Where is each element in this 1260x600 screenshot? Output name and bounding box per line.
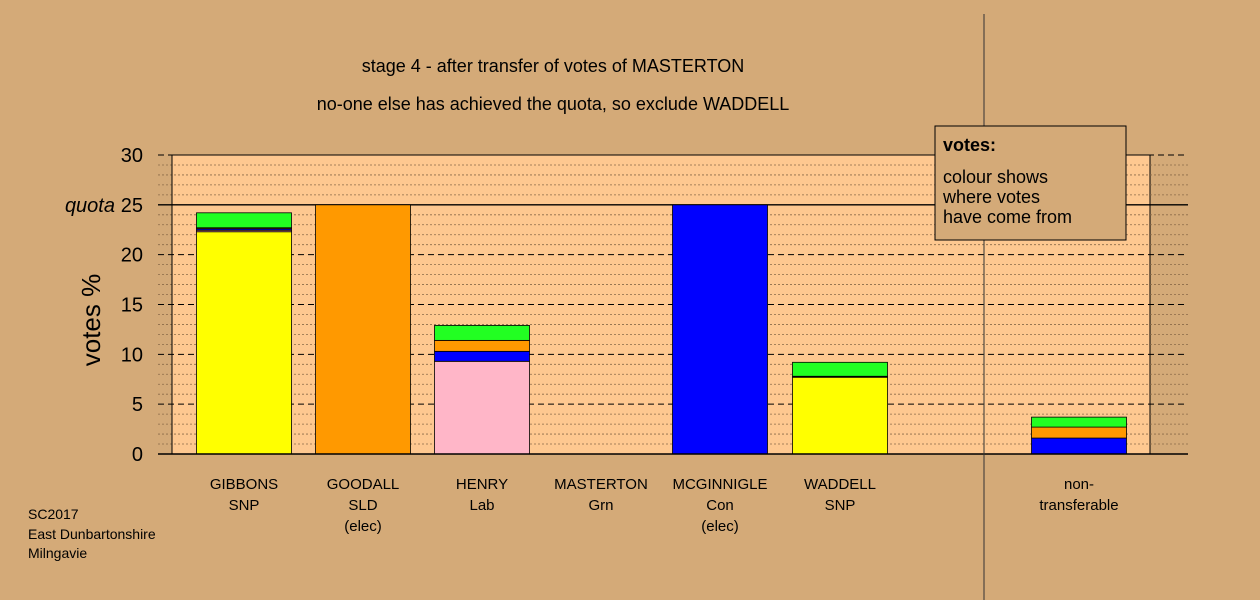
- footer-line: East Dunbartonshire: [28, 526, 156, 542]
- x-category-label: SNP: [825, 497, 856, 514]
- bar-segment: [196, 231, 292, 455]
- quota-label: quota: [65, 195, 115, 217]
- bar-segment: [434, 350, 530, 362]
- footer-line: SC2017: [28, 506, 79, 522]
- y-tick-labels: 0 5 10 15 20 25 30: [121, 145, 143, 466]
- bar-segment: [1031, 437, 1127, 455]
- bar-stack: [434, 325, 530, 455]
- bar-stack: [672, 204, 768, 455]
- legend-line: colour shows: [943, 167, 1048, 187]
- bar-segment: [792, 361, 888, 377]
- bar-segment: [434, 339, 530, 352]
- footer-line: Milngavie: [28, 545, 87, 561]
- axes: [158, 155, 1188, 455]
- y-tick-label: 15: [121, 295, 143, 317]
- legend-title: votes:: [943, 135, 996, 155]
- legend-box: votes: colour shows where votes have com…: [934, 125, 1127, 241]
- x-category-label: MCGINNIGLE: [672, 476, 767, 493]
- y-axis-label: votes %: [76, 274, 106, 367]
- x-category-label: (elec): [344, 518, 382, 535]
- x-category-label: Con: [706, 497, 734, 514]
- legend-line: where votes: [942, 187, 1040, 207]
- bar-segment: [434, 325, 530, 341]
- bar-stack: [196, 212, 292, 455]
- bar-stack: [315, 204, 411, 455]
- x-category-label: Lab: [469, 497, 494, 514]
- x-category-label: non-: [1064, 476, 1094, 493]
- x-category-label: Grn: [588, 497, 613, 514]
- y-tick-label: 0: [132, 444, 143, 466]
- x-category-label: SNP: [229, 497, 260, 514]
- bar-stack: [792, 361, 888, 455]
- bar-segment: [434, 360, 530, 455]
- x-category-label: HENRY: [456, 476, 508, 493]
- bar-segment: [672, 204, 768, 455]
- bar-segment: [315, 204, 411, 455]
- x-category-label: SLD: [348, 497, 377, 514]
- y-tick-label: 25: [121, 195, 143, 217]
- bar-segment: [1031, 426, 1127, 439]
- y-tick-label: 10: [121, 344, 143, 366]
- x-category-label: GOODALL: [327, 476, 400, 493]
- bar-segment: [792, 376, 888, 455]
- x-category-label: (elec): [701, 518, 739, 535]
- x-category-label: MASTERTON: [554, 476, 648, 493]
- bars: [196, 204, 1127, 455]
- bar-segment: [1031, 416, 1127, 428]
- y-tick-label: 30: [121, 145, 143, 167]
- bar-stack: [1031, 416, 1127, 455]
- chart-subtitle: no-one else has achieved the quota, so e…: [317, 94, 790, 114]
- y-tick-label: 5: [132, 394, 143, 416]
- bar-segment: [196, 212, 292, 229]
- legend-line: have come from: [943, 207, 1072, 227]
- x-category-label: WADDELL: [804, 476, 876, 493]
- chart-title: stage 4 - after transfer of votes of MAS…: [362, 56, 744, 76]
- x-category-label: transferable: [1039, 497, 1118, 514]
- x-category-labels: GIBBONS SNP GOODALL SLD (elec) HENRY Lab MASTER…: [210, 476, 1119, 535]
- x-category-label: GIBBONS: [210, 476, 278, 493]
- y-tick-label: 20: [121, 245, 143, 267]
